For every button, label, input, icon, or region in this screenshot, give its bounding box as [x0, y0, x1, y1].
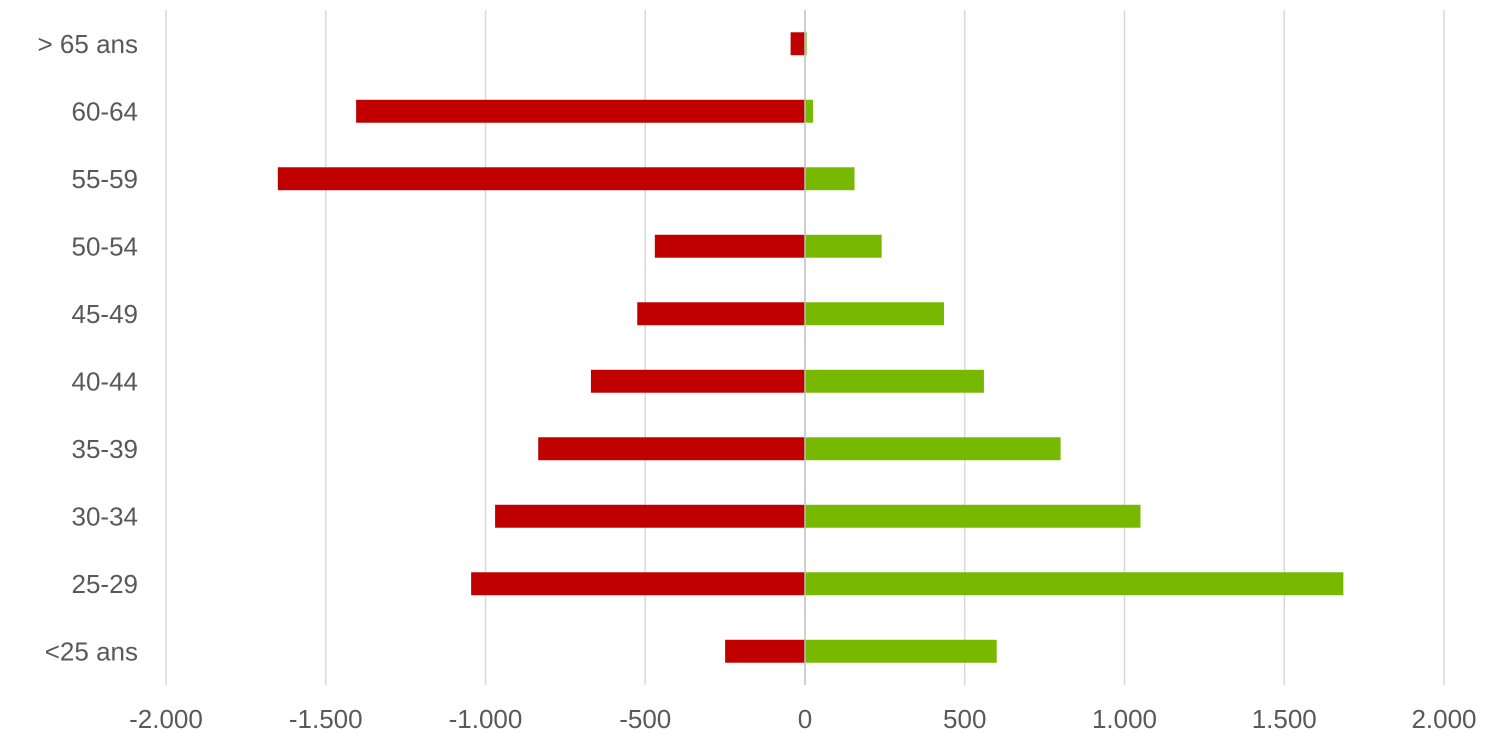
bar-series-0-row-6 [538, 437, 805, 461]
bar-series-0-row-5 [590, 369, 805, 393]
x-tick-label: -500 [619, 704, 671, 734]
category-label: > 65 ans [38, 29, 138, 59]
bar-series-1-row-9 [805, 639, 997, 663]
category-label: <25 ans [45, 636, 138, 666]
bar-series-1-row-4 [805, 302, 944, 326]
category-label: 30-34 [72, 501, 139, 531]
bar-series-1-row-6 [805, 437, 1061, 461]
category-label: 55-59 [72, 164, 139, 194]
x-tick-label: -1.500 [289, 704, 363, 734]
bar-series-0-row-1 [356, 99, 805, 123]
bar-series-1-row-2 [805, 167, 855, 191]
category-label: 25-29 [72, 569, 139, 599]
bar-series-0-row-7 [495, 504, 805, 528]
bar-series-0-row-8 [471, 572, 805, 596]
bars [277, 32, 1344, 663]
bar-series-0-row-0 [790, 32, 805, 56]
x-tick-label: -1.000 [449, 704, 523, 734]
bar-series-0-row-9 [725, 639, 805, 663]
bar-series-0-row-3 [654, 234, 805, 258]
category-label: 60-64 [72, 96, 139, 126]
category-label: 50-54 [72, 231, 139, 261]
bar-series-0-row-2 [277, 167, 805, 191]
bar-series-1-row-3 [805, 234, 882, 258]
x-axis-tick-labels: -2.000 -1.500 -1.000 -500 0 500 1.000 1.500 2.00… [129, 704, 1476, 734]
x-tick-label: -2.000 [129, 704, 203, 734]
x-tick-label: 1.500 [1252, 704, 1317, 734]
bar-series-0-row-4 [637, 302, 805, 326]
bar-series-1-row-8 [805, 572, 1344, 596]
category-label: 40-44 [72, 366, 139, 396]
x-tick-label: 2.000 [1411, 704, 1476, 734]
category-label: 45-49 [72, 299, 139, 329]
bar-series-1-row-0 [805, 32, 807, 56]
x-tick-label: 500 [943, 704, 986, 734]
bar-series-1-row-7 [805, 504, 1141, 528]
category-label: 35-39 [72, 434, 139, 464]
x-tick-label: 0 [798, 704, 812, 734]
bar-series-1-row-5 [805, 369, 984, 393]
category-labels: > 65 ans 60-64 55-59 50-54 45-49 40-44 35-39 30… [38, 29, 138, 667]
bar-series-1-row-1 [805, 99, 813, 123]
x-tick-label: 1.000 [1092, 704, 1157, 734]
